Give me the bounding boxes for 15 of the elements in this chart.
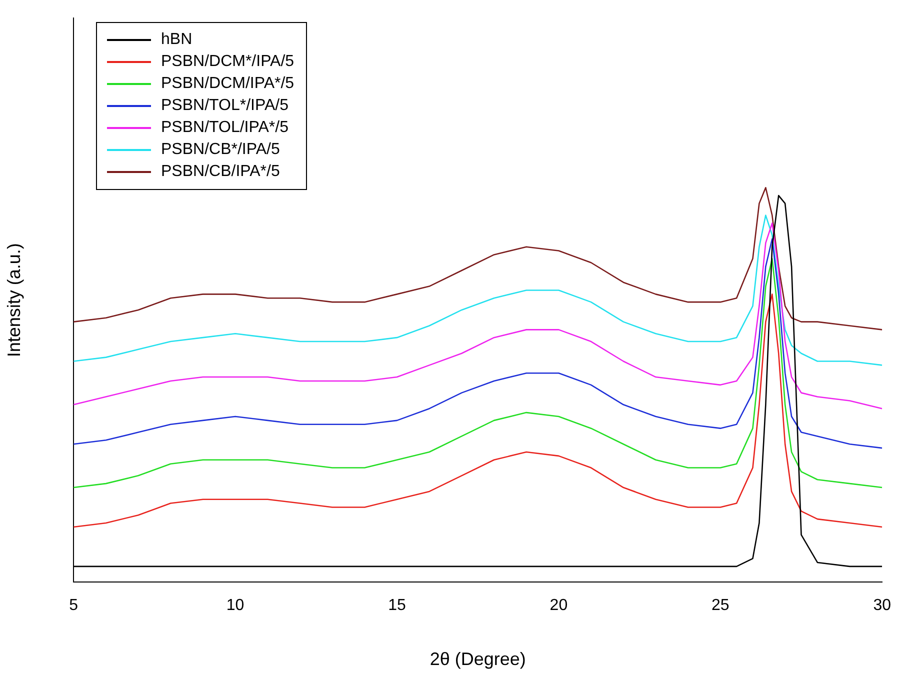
legend-label: hBN — [161, 30, 192, 50]
x-tick-label: 5 — [69, 597, 78, 614]
x-tick-label: 25 — [712, 597, 730, 614]
legend-label: PSBN/DCM/IPA*/5 — [161, 74, 294, 94]
legend-label: PSBN/CB*/IPA/5 — [161, 140, 280, 160]
x-axis-title: 2θ (Degree) — [430, 649, 526, 670]
legend-label: PSBN/CB/IPA*/5 — [161, 162, 280, 182]
y-axis-title: Intensity (a.u.) — [4, 243, 24, 358]
x-tick-label: 20 — [550, 597, 568, 614]
x-tick-label: 15 — [388, 597, 406, 614]
x-tick-label: 30 — [873, 597, 892, 614]
legend-label: PSBN/TOL*/IPA/5 — [161, 96, 288, 116]
x-tick-label: 10 — [226, 597, 244, 614]
legend-label: PSBN/DCM*/IPA/5 — [161, 52, 294, 72]
legend-label: PSBN/TOL/IPA*/5 — [161, 118, 288, 138]
